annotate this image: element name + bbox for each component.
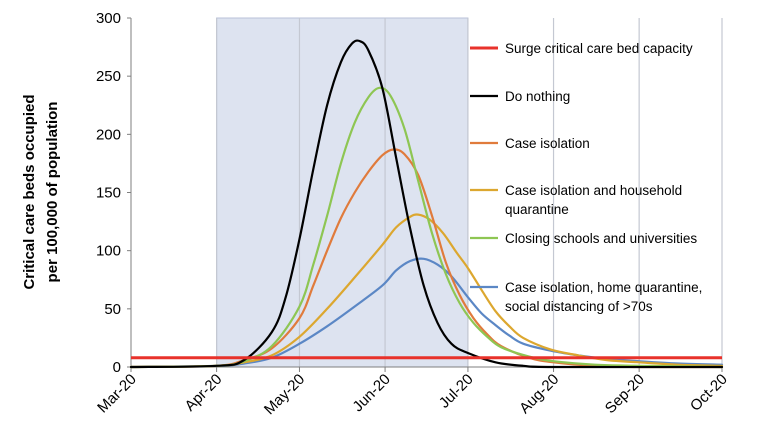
- y-axis-title-line-1: Critical care beds occupied: [21, 94, 38, 289]
- legend-label-5: Case isolation, home quarantine, social d…: [505, 280, 702, 314]
- y-tick-label: 150: [96, 185, 121, 202]
- y-axis-title-line-2: per 100,000 of population: [44, 102, 61, 283]
- x-tick-label: Aug-20: [516, 371, 562, 417]
- legend-label-3: Case isolation and household quarantine: [505, 183, 682, 217]
- legend-label-3-line-0: Case isolation and household: [505, 183, 682, 198]
- x-tick-label: Oct-20: [687, 371, 731, 415]
- series-line-2: [129, 213, 724, 369]
- x-tick-label: Apr-20: [182, 371, 226, 415]
- legend-label-4: Closing schools and universities: [505, 231, 697, 246]
- legend-label-1: Do nothing: [505, 89, 570, 104]
- legend-label-5-line-1: social distancing of >70s: [505, 299, 653, 314]
- legend: Surge critical care bed capacity Do nothi…: [470, 41, 702, 314]
- legend-label-2: Case isolation: [505, 136, 590, 151]
- y-tick-label: 250: [96, 68, 121, 85]
- y-axis-ticks: 0 50 100 150 200 250 300: [96, 10, 131, 376]
- y-tick-label: 100: [96, 243, 121, 260]
- x-tick-label: Sep-20: [602, 371, 648, 417]
- x-axis-ticks: Mar-20 Apr-20 May-20 Jun-20 Jul-20 Aug-20 Sep-…: [94, 367, 731, 418]
- y-tick-label: 300: [96, 10, 121, 27]
- legend-label-0: Surge critical care bed capacity: [505, 41, 693, 56]
- legend-label-3-line-1: quarantine: [505, 202, 569, 217]
- x-tick-label: May-20: [261, 371, 308, 418]
- legend-label-5-line-0: Case isolation, home quarantine,: [505, 280, 702, 295]
- x-tick-label: Jun-20: [349, 371, 393, 415]
- shaded-intervention-period: [216, 17, 469, 368]
- y-tick-label: 200: [96, 126, 121, 143]
- y-tick-label: 0: [113, 359, 121, 376]
- y-axis-title: Critical care beds occupied per 100,000 …: [21, 94, 61, 289]
- y-tick-label: 50: [104, 301, 121, 318]
- series-line-0: [129, 39, 724, 369]
- x-tick-label: Mar-20: [94, 371, 140, 417]
- x-tick-label: Jul-20: [436, 371, 477, 412]
